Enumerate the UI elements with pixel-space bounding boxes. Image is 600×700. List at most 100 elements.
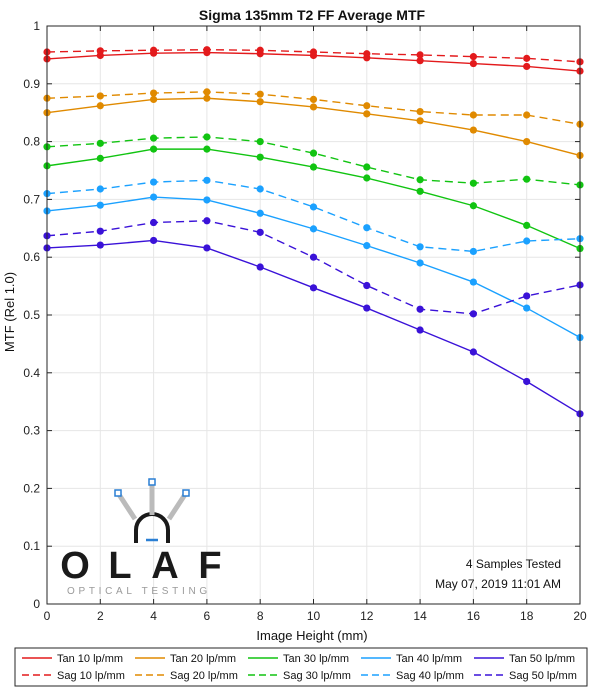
series-sag-20-lp-mm (43, 88, 584, 128)
y-axis-label: MTF (Rel 1.0) (2, 272, 17, 352)
logo-ray-cap (148, 478, 156, 486)
point-sag-20-lp-mm (150, 89, 158, 97)
point-sag-20-lp-mm (363, 102, 371, 110)
x-tick-label: 8 (257, 609, 264, 623)
point-sag-30-lp-mm (309, 149, 318, 157)
point-sag-40-lp-mm (256, 185, 264, 193)
point-tan-20-lp-mm (256, 98, 264, 106)
point-sag-20-lp-mm (469, 111, 477, 119)
point-sag-10-lp-mm (363, 50, 371, 58)
point-sag-20-lp-mm (96, 92, 104, 100)
series-tan-40-lp-mm (43, 193, 584, 342)
samples-annotation: 4 Samples Tested (466, 557, 561, 571)
y-tick-label: 0.9 (23, 77, 40, 91)
y-ticks: 0 0.1 0.2 0.3 0.4 0.5 0.6 0.7 0.8 0.9 1 (23, 19, 580, 611)
y-tick-label: 1 (33, 19, 40, 33)
point-sag-10-lp-mm (523, 54, 531, 62)
point-sag-40-lp-mm (523, 237, 531, 245)
point-sag-50-lp-mm (256, 228, 264, 236)
series-line-sag-30-lp-mm (46, 136, 581, 186)
series-sag-40-lp-mm (43, 176, 584, 256)
point-tan-30-lp-mm (416, 187, 424, 195)
series-tan-30-lp-mm (43, 145, 584, 253)
series-sag-30-lp-mm (43, 133, 584, 189)
point-tan-30-lp-mm (203, 145, 211, 153)
logo-arch (134, 512, 170, 543)
point-sag-30-lp-mm (363, 163, 371, 171)
point-tan-20-lp-mm (96, 102, 104, 110)
point-sag-50-lp-mm (469, 310, 477, 318)
x-tick-label: 10 (307, 609, 321, 623)
point-sag-50-lp-mm (523, 292, 531, 300)
grid-lines (46, 25, 581, 605)
point-tan-50-lp-mm (523, 377, 531, 386)
point-sag-30-lp-mm (416, 176, 424, 184)
point-sag-40-lp-mm (469, 247, 477, 256)
x-ticks: 0 2 4 6 8 10 12 14 16 18 20 (44, 26, 587, 623)
point-tan-30-lp-mm (363, 174, 371, 182)
logo-ray (115, 491, 138, 521)
point-sag-20-lp-mm (309, 95, 318, 104)
point-tan-10-lp-mm (416, 57, 424, 65)
logo-ray-cap (114, 489, 122, 497)
point-tan-40-lp-mm (256, 209, 264, 217)
point-sag-50-lp-mm (309, 253, 318, 261)
y-tick-label: 0.1 (23, 539, 40, 553)
legend-label-sag-10-lp-mm: Sag 10 lp/mm (57, 670, 125, 682)
series-line-sag-40-lp-mm (46, 179, 581, 253)
point-tan-40-lp-mm (363, 242, 371, 250)
series-tan-20-lp-mm (43, 94, 584, 160)
legend-label-sag-30-lp-mm: Sag 30 lp/mm (283, 670, 351, 682)
legend-label-tan-30-lp-mm: Tan 30 lp/mm (283, 653, 349, 665)
point-sag-40-lp-mm (416, 243, 424, 251)
x-tick-label: 0 (44, 609, 51, 623)
legend-label-sag-50-lp-mm: Sag 50 lp/mm (509, 670, 577, 682)
point-sag-40-lp-mm (96, 185, 104, 193)
point-tan-20-lp-mm (469, 126, 477, 134)
point-tan-50-lp-mm (416, 326, 424, 334)
point-tan-30-lp-mm (150, 145, 158, 153)
point-sag-50-lp-mm (416, 305, 424, 313)
legend-box (14, 647, 588, 687)
legend-label-sag-40-lp-mm: Sag 40 lp/mm (396, 670, 464, 682)
point-sag-10-lp-mm (416, 51, 424, 59)
point-tan-10-lp-mm (523, 62, 531, 71)
point-tan-30-lp-mm (469, 202, 477, 210)
point-tan-20-lp-mm (150, 95, 158, 104)
point-sag-20-lp-mm (523, 111, 531, 119)
y-tick-label: 0.5 (23, 308, 40, 322)
point-sag-20-lp-mm (256, 90, 264, 98)
point-tan-30-lp-mm (256, 153, 264, 161)
point-tan-30-lp-mm (309, 163, 318, 171)
x-tick-label: 14 (413, 609, 427, 623)
x-tick-label: 16 (467, 609, 481, 623)
series-sag-10-lp-mm (43, 46, 584, 66)
chart-title: Sigma 135mm T2 FF Average MTF (199, 7, 426, 23)
logo-ray (166, 491, 189, 521)
x-tick-label: 18 (520, 609, 534, 623)
point-sag-30-lp-mm (203, 133, 211, 141)
point-sag-20-lp-mm (203, 88, 211, 96)
point-tan-50-lp-mm (309, 284, 318, 292)
point-tan-50-lp-mm (469, 348, 477, 356)
point-tan-20-lp-mm (309, 103, 318, 111)
point-sag-30-lp-mm (256, 138, 264, 146)
y-tick-label: 0.3 (23, 424, 40, 438)
point-sag-10-lp-mm (256, 46, 264, 54)
point-sag-40-lp-mm (309, 203, 318, 211)
legend-label-sag-20-lp-mm: Sag 20 lp/mm (170, 670, 238, 682)
point-sag-30-lp-mm (96, 139, 104, 147)
point-tan-50-lp-mm (256, 263, 264, 271)
logo-letter: A (151, 545, 178, 587)
legend-label-tan-40-lp-mm: Tan 40 lp/mm (396, 653, 462, 665)
point-sag-30-lp-mm (150, 134, 158, 142)
point-tan-40-lp-mm (523, 304, 531, 312)
point-sag-40-lp-mm (203, 176, 211, 184)
legend: Tan 10 lp/mm Sag 10 lp/mm Tan 20 lp/mm Sag … (14, 647, 588, 687)
point-tan-50-lp-mm (150, 236, 158, 245)
point-tan-40-lp-mm (96, 201, 104, 209)
point-tan-50-lp-mm (203, 244, 211, 252)
x-axis-label: Image Height (mm) (256, 628, 367, 643)
